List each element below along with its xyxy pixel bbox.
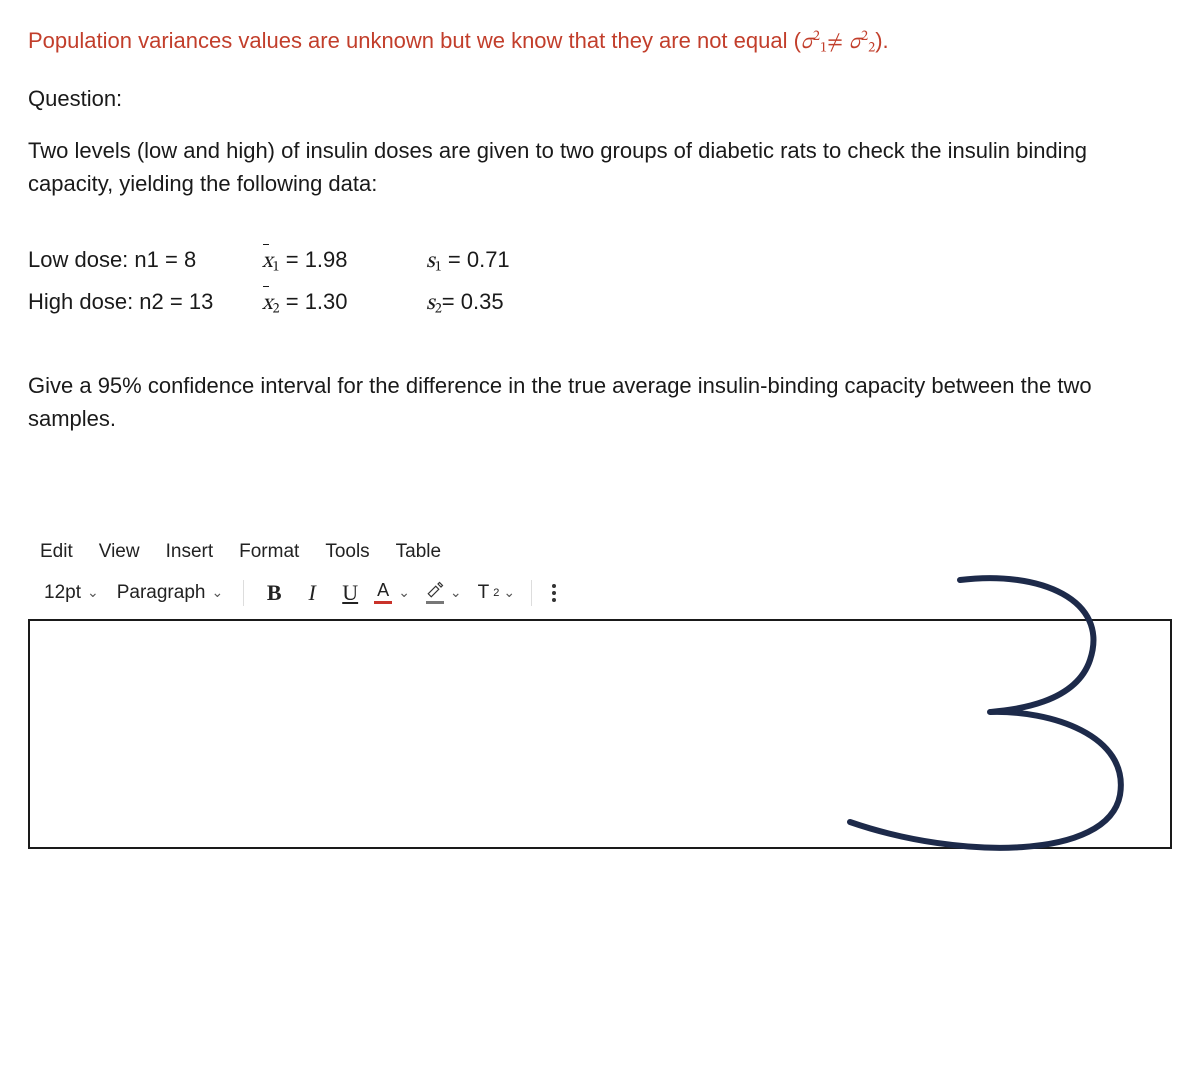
chevron-down-icon: ⌄ xyxy=(87,584,99,601)
highlight-swatch xyxy=(426,601,444,604)
question-label: Question: xyxy=(28,86,1172,112)
high-n: High dose: n2 = 13 xyxy=(28,282,228,325)
high-dose-row: High dose: n2 = 13 x2 = 1.30 s2= 0.35 xyxy=(28,282,1172,325)
menu-format[interactable]: Format xyxy=(239,541,299,563)
highlighter-icon xyxy=(426,581,444,599)
menu-edit[interactable]: Edit xyxy=(40,541,73,563)
low-s: s1 = 0.71 xyxy=(426,240,546,283)
menu-insert[interactable]: Insert xyxy=(166,541,214,563)
fontsize-select[interactable]: 12pt ⌄ xyxy=(36,578,107,608)
variance-pretext: Population variances values are unknown … xyxy=(28,28,801,53)
high-xbar: x2 = 1.30 xyxy=(262,282,392,325)
highlight-button[interactable] xyxy=(422,581,448,604)
toolbar-divider xyxy=(531,580,532,606)
chevron-down-icon[interactable]: ⌄ xyxy=(398,584,410,601)
low-n: Low dose: n1 = 8 xyxy=(28,240,228,283)
chevron-down-icon[interactable]: ⌄ xyxy=(450,584,462,601)
toolbar-divider xyxy=(243,580,244,606)
superscript-button[interactable]: T2 ⌄ xyxy=(474,582,519,604)
variance-statement: Population variances values are unknown … xyxy=(28,28,1172,58)
variance-posttext: ). xyxy=(875,28,888,53)
menu-table[interactable]: Table xyxy=(396,541,441,563)
sigma2: σ22 xyxy=(849,32,875,54)
bold-button[interactable]: B xyxy=(256,577,292,609)
not-equal: ≠ xyxy=(827,32,843,54)
chevron-down-icon: ⌄ xyxy=(503,584,515,601)
blockstyle-select[interactable]: Paragraph ⌄ xyxy=(109,578,231,608)
low-dose-row: Low dose: n1 = 8 x1 = 1.98 s1 = 0.71 xyxy=(28,240,1172,283)
question-text: Two levels (low and high) of insulin dos… xyxy=(28,134,1172,200)
data-block: Low dose: n1 = 8 x1 = 1.98 s1 = 0.71 Hig… xyxy=(28,240,1172,325)
menu-tools[interactable]: Tools xyxy=(325,541,369,563)
high-s: s2= 0.35 xyxy=(426,282,546,325)
chevron-down-icon: ⌄ xyxy=(211,584,223,601)
superscript-t: T xyxy=(478,582,490,604)
fontcolor-swatch xyxy=(374,601,392,604)
editor-textarea[interactable] xyxy=(28,619,1172,849)
blockstyle-label: Paragraph xyxy=(117,582,206,604)
fontsize-label: 12pt xyxy=(44,582,81,604)
more-button[interactable] xyxy=(544,584,564,602)
rich-text-editor: Edit View Insert Format Tools Table 12pt… xyxy=(28,535,1172,849)
fontcolor-button[interactable]: A xyxy=(370,581,396,604)
menu-view[interactable]: View xyxy=(99,541,140,563)
italic-button[interactable]: I xyxy=(294,577,330,609)
superscript-2: 2 xyxy=(493,587,499,599)
sigma1: σ21 xyxy=(801,32,827,54)
underline-button[interactable]: U xyxy=(332,577,368,609)
task-text: Give a 95% confidence interval for the d… xyxy=(28,369,1172,435)
low-xbar: x1 = 1.98 xyxy=(262,240,392,283)
editor-menubar: Edit View Insert Format Tools Table xyxy=(28,535,1172,573)
editor-toolbar: 12pt ⌄ Paragraph ⌄ B I U A ⌄ ⌄ T2 ⌄ xyxy=(28,573,1172,619)
fontcolor-letter: A xyxy=(377,581,389,599)
